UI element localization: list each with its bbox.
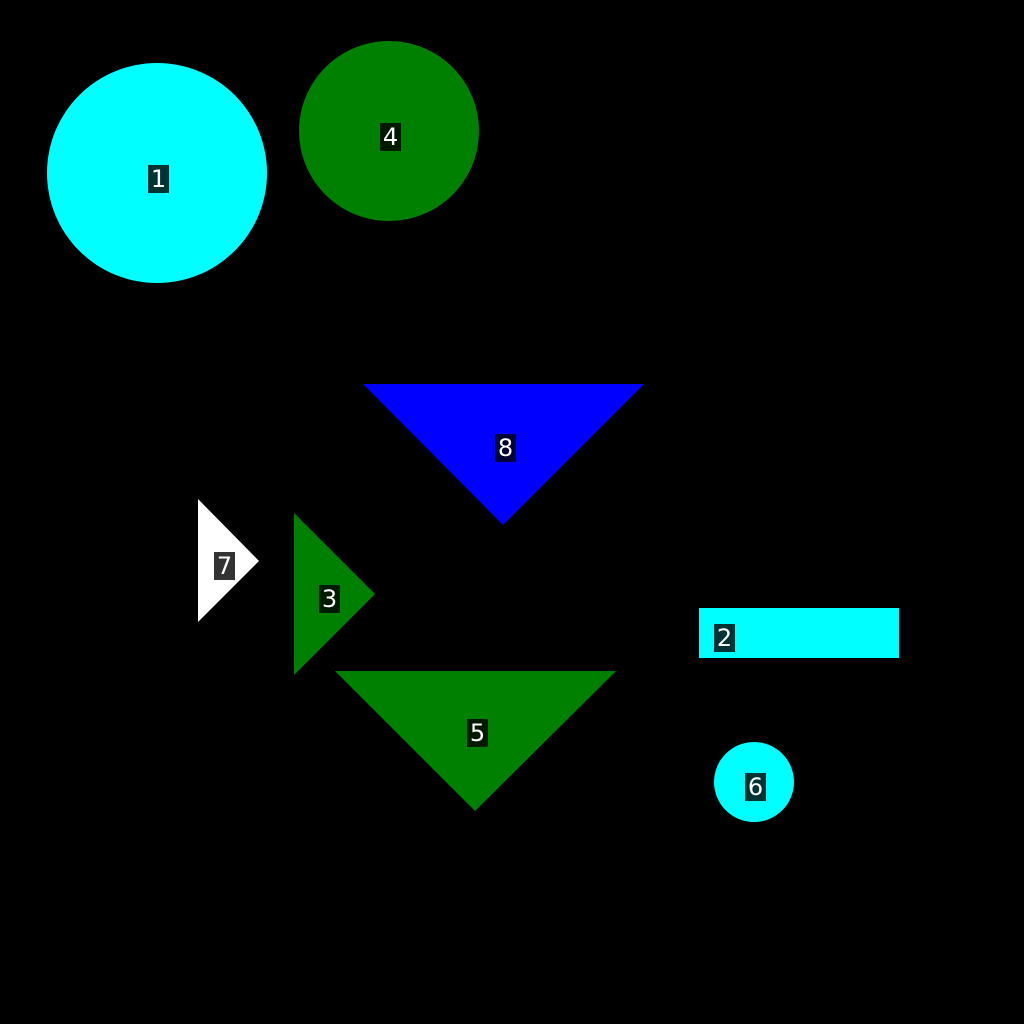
- shape-7-label: 7: [217, 552, 232, 580]
- shape-4: 4: [299, 41, 479, 221]
- shape-3-label: 3: [322, 585, 337, 613]
- shape-3: 3: [294, 513, 375, 675]
- shape-8-label: 8: [498, 434, 513, 462]
- shape-1-label: 1: [151, 165, 166, 193]
- shape-2: 2: [699, 608, 899, 658]
- shape-5-label-bg: [467, 719, 488, 747]
- shape-6: 6: [714, 742, 794, 822]
- shape-5-label: 5: [470, 719, 485, 747]
- shape-8-label-bg: [495, 434, 516, 462]
- shape-6-label-bg: [745, 773, 766, 801]
- shape-7-label-bg: [214, 552, 235, 580]
- shape-8: 8: [363, 384, 644, 525]
- shape-6-label: 6: [748, 773, 763, 801]
- shape-7: 7: [198, 499, 259, 622]
- shape-3-label-bg: [319, 585, 340, 613]
- shape-2-label: 2: [717, 624, 732, 652]
- shape-1-label-bg: [148, 165, 169, 193]
- shape-4-label: 4: [383, 123, 398, 151]
- shape-2-label-bg: [714, 624, 735, 652]
- shape-4-label-bg: [380, 123, 401, 151]
- shape-1: 1: [47, 63, 267, 283]
- shape-5: 5: [335, 671, 616, 811]
